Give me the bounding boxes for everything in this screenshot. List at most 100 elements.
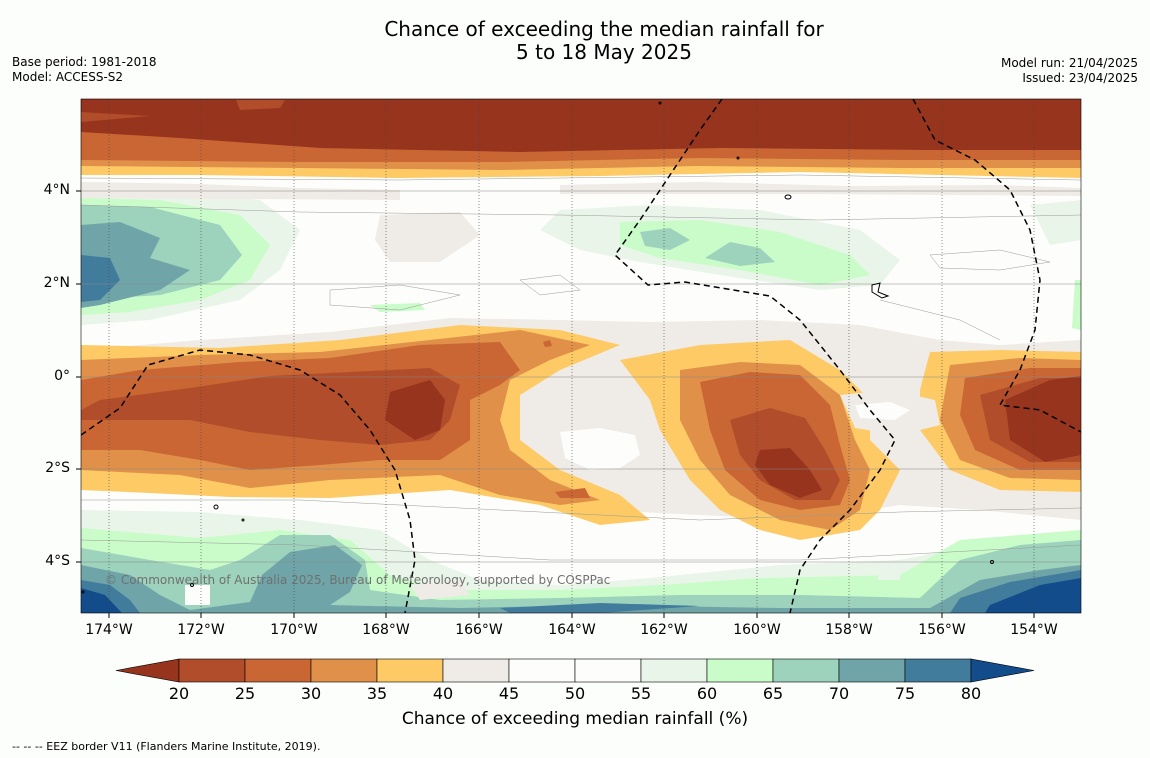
south-wet-max-mid bbox=[500, 603, 700, 613]
lon-label-174w: 174°W bbox=[85, 622, 133, 638]
lon-label-170w: 170°W bbox=[270, 622, 318, 638]
colorbar-tick-label: 40 bbox=[432, 684, 454, 703]
eez-footnote: -- -- -- EEZ border V11 (Flanders Marine… bbox=[12, 740, 321, 753]
west-wet-80 bbox=[81, 255, 120, 302]
lat-label-2s: 2°S bbox=[45, 460, 70, 476]
meta-right: Model run: 21/04/2025 Issued: 23/04/2025 bbox=[1001, 56, 1138, 86]
island-1 bbox=[784, 194, 792, 200]
island-2 bbox=[213, 504, 219, 510]
central-wet-70b bbox=[705, 242, 775, 266]
colorbar-tick-label: 80 bbox=[960, 684, 982, 703]
colorbar-segment bbox=[508, 658, 576, 683]
north-grey-patch-1 bbox=[375, 212, 480, 262]
small-wet-patch bbox=[370, 303, 425, 312]
colorbar-tick-label: 55 bbox=[630, 684, 652, 703]
eq-band-20 bbox=[81, 368, 460, 445]
colorbar-tick-label: 70 bbox=[828, 684, 850, 703]
eez-border-kiribati-east bbox=[912, 99, 1081, 433]
islands bbox=[81, 101, 994, 594]
south-spot-2 bbox=[878, 570, 900, 580]
colorbar-arrow-low bbox=[115, 658, 180, 683]
lon-label-156w: 156°W bbox=[918, 622, 966, 638]
island-4 bbox=[190, 583, 194, 587]
copyright-text: © Commonwealth of Australia 2025, Bureau… bbox=[105, 573, 611, 587]
issued-text: Issued: 23/04/2025 bbox=[1022, 71, 1138, 85]
island-7 bbox=[990, 560, 994, 564]
island-3 bbox=[241, 518, 245, 522]
colorbar-segment bbox=[838, 658, 906, 683]
map-title: Chance of exceeding the median rainfall … bbox=[0, 18, 1150, 64]
south-grey-patch bbox=[410, 580, 470, 600]
colorbar-segment bbox=[706, 658, 774, 683]
colorbar-segment bbox=[640, 658, 708, 683]
colorbar-tick-label: 50 bbox=[564, 684, 586, 703]
colorbar-segment bbox=[244, 658, 312, 683]
colorbar-label: Chance of exceeding median rainfall (%) bbox=[401, 709, 749, 729]
model-text: Model: ACCESS-S2 bbox=[12, 70, 124, 84]
colorbar-segment bbox=[442, 658, 510, 683]
colorbar-tick-label: 75 bbox=[894, 684, 916, 703]
eez-border-kiribati-west bbox=[81, 349, 416, 613]
colorbar-segment bbox=[574, 658, 642, 683]
lon-label-158w: 158°W bbox=[825, 622, 873, 638]
lat-label-4s: 4°S bbox=[45, 553, 70, 569]
axis-ticks bbox=[76, 190, 1035, 618]
colorbar-tick-label: 60 bbox=[696, 684, 718, 703]
island-5 bbox=[658, 101, 662, 105]
colorbar-tick-label: 20 bbox=[168, 684, 190, 703]
colorbar bbox=[115, 658, 1035, 683]
lon-label-162w: 162°W bbox=[640, 622, 688, 638]
lon-label-160w: 160°W bbox=[733, 622, 781, 638]
north-band-patch-2 bbox=[81, 112, 150, 122]
east-wet-patch bbox=[1072, 280, 1081, 330]
eq-band-patch-small bbox=[543, 340, 552, 347]
lat-label-4n: 4°N bbox=[43, 182, 70, 198]
colorbar-segment bbox=[904, 658, 972, 683]
east-wet-60 bbox=[1030, 200, 1081, 245]
eq-band-patch-30 bbox=[555, 488, 590, 498]
title-line-2: 5 to 18 May 2025 bbox=[516, 40, 692, 64]
lon-label-166w: 166°W bbox=[455, 622, 503, 638]
eez-borders bbox=[81, 99, 1081, 613]
model-run-text: Model run: 21/04/2025 bbox=[1000, 56, 1138, 70]
map-frame bbox=[80, 98, 1082, 614]
south-wet-max-east bbox=[985, 578, 1081, 613]
base-period-text: Base period: 1981-2018 bbox=[12, 55, 157, 69]
colorbar-segment bbox=[310, 658, 378, 683]
central-wet-70a bbox=[640, 228, 690, 250]
lon-label-172w: 172°W bbox=[177, 622, 225, 638]
lat-label-2n: 2°N bbox=[43, 275, 70, 291]
colorbar-tick-label: 65 bbox=[762, 684, 784, 703]
island-6 bbox=[736, 156, 740, 160]
colorbar-tick-label: 45 bbox=[498, 684, 520, 703]
colorbar-tick-label: 25 bbox=[234, 684, 256, 703]
south-wet-max-west bbox=[81, 588, 122, 613]
colorbar-segment bbox=[772, 658, 840, 683]
lat-label-0: 0° bbox=[54, 368, 70, 384]
eez-border-kiribati-central bbox=[614, 99, 896, 613]
north-band-patch bbox=[236, 100, 285, 110]
lon-label-154w: 154°W bbox=[1010, 622, 1058, 638]
south-white-spot bbox=[185, 585, 210, 605]
eq-band-min-3 bbox=[1005, 376, 1081, 462]
contour-lines bbox=[81, 174, 1081, 561]
colorbar-tick-label: 35 bbox=[366, 684, 388, 703]
colorbar-tick-label: 30 bbox=[300, 684, 322, 703]
eq-hole-1-inner bbox=[560, 428, 640, 470]
north-band-20 bbox=[81, 99, 1081, 152]
colorbar-segment bbox=[178, 658, 246, 683]
colorbar-arrow-high bbox=[970, 658, 1035, 683]
eq-hole-2-inner bbox=[855, 402, 910, 420]
map-plot-area bbox=[81, 99, 1081, 613]
eq-band-min-2 bbox=[755, 448, 822, 498]
eq-band-min-1 bbox=[385, 380, 445, 440]
lon-label-164w: 164°W bbox=[548, 622, 596, 638]
lon-label-168w: 168°W bbox=[362, 622, 410, 638]
meta-left: Base period: 1981-2018 Model: ACCESS-S2 bbox=[12, 55, 157, 85]
title-line-1: Chance of exceeding the median rainfall … bbox=[384, 17, 824, 41]
north-grey-patch-3 bbox=[560, 182, 1081, 196]
parallels bbox=[81, 190, 1081, 563]
island-8 bbox=[81, 590, 85, 594]
colorbar-segment bbox=[376, 658, 444, 683]
